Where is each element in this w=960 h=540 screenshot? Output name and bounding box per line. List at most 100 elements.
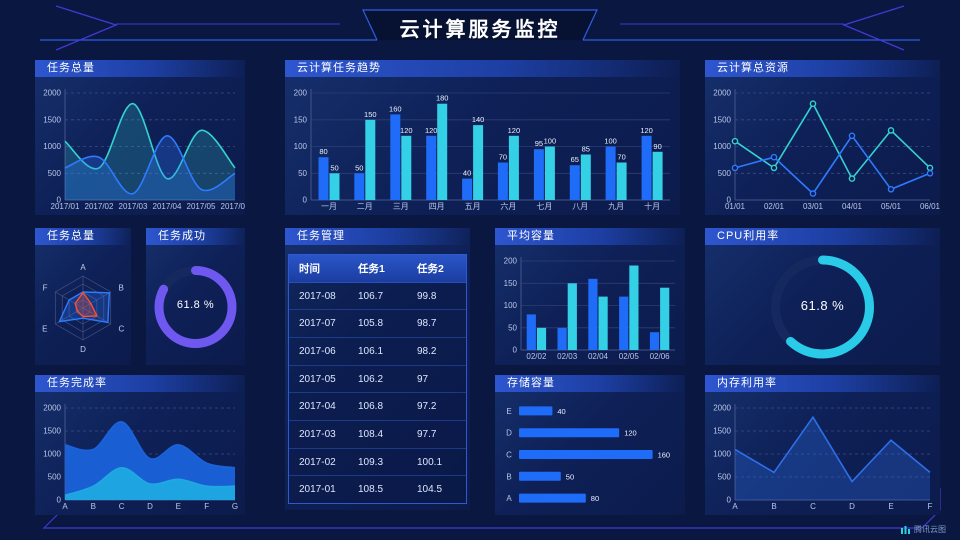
svg-text:100: 100 bbox=[544, 137, 557, 146]
table-cell: 2017-04 bbox=[299, 401, 336, 413]
total-resources-line-chart: 0 500 1000 1500 2000 01/01 02/01 03/01 04/01 05/0… bbox=[705, 77, 940, 215]
svg-text:B: B bbox=[119, 284, 124, 293]
svg-text:2017/03: 2017/03 bbox=[119, 202, 148, 211]
panel-title-cpu: CPU利用率 bbox=[705, 228, 940, 245]
svg-text:50: 50 bbox=[298, 169, 307, 178]
svg-text:2017/05: 2017/05 bbox=[187, 202, 216, 211]
svg-text:2017/04: 2017/04 bbox=[153, 202, 182, 211]
svg-text:D: D bbox=[849, 502, 855, 511]
svg-text:120: 120 bbox=[508, 126, 521, 135]
svg-text:120: 120 bbox=[640, 126, 653, 135]
panel-title-total-resources: 云计算总资源 bbox=[705, 60, 940, 77]
svg-text:0: 0 bbox=[727, 196, 732, 205]
task-success-value: 61.8 % bbox=[176, 299, 215, 311]
panel-memory: 内存利用率 0 500 1000 1500 2000 A B C D E F bbox=[705, 375, 940, 515]
table-cell: 97.2 bbox=[417, 401, 437, 413]
svg-text:100: 100 bbox=[504, 301, 518, 310]
vendor-logo-icon bbox=[901, 526, 910, 534]
panel-avg-capacity: 平均容量 0 50 100 150 200 02/02 02/03 02/04 02/05 02/… bbox=[495, 228, 685, 365]
svg-text:F: F bbox=[204, 502, 209, 511]
avg-capacity-bar-chart: 0 50 100 150 200 02/02 02/03 02/04 02/05 02/06 bbox=[495, 245, 685, 365]
svg-text:E: E bbox=[888, 502, 893, 511]
table-header-row: 时间 任务1 任务2 bbox=[289, 255, 466, 283]
svg-text:A: A bbox=[80, 263, 86, 272]
svg-text:120: 120 bbox=[425, 126, 438, 135]
svg-text:120: 120 bbox=[400, 126, 413, 135]
task-trend-bar-chart: 0 50 100 150 200 一月 二月 三月 四月 五月 六月 七月 八月 九月 十月 80 50 160 1… bbox=[285, 77, 680, 215]
svg-text:六月: 六月 bbox=[500, 201, 516, 211]
storage-hbar-chart: E 40 D 120 C 160 B 50 A 80 bbox=[495, 392, 685, 515]
panel-task-success: 任务成功 61.8 % bbox=[146, 228, 245, 365]
svg-text:C: C bbox=[506, 451, 512, 460]
panel-title-memory: 内存利用率 bbox=[705, 375, 940, 392]
svg-text:500: 500 bbox=[48, 169, 62, 178]
svg-text:40: 40 bbox=[557, 407, 565, 416]
svg-text:1500: 1500 bbox=[713, 115, 731, 124]
svg-text:85: 85 bbox=[582, 145, 590, 154]
svg-text:九月: 九月 bbox=[608, 202, 624, 211]
svg-text:02/04: 02/04 bbox=[588, 352, 609, 361]
table-row: 2017-08 106.7 99.8 bbox=[289, 283, 466, 311]
vendor-logo: 腾讯云图 bbox=[900, 524, 946, 535]
svg-text:05/01: 05/01 bbox=[881, 202, 902, 211]
table-cell: 98.7 bbox=[417, 318, 437, 330]
svg-text:100: 100 bbox=[604, 137, 617, 146]
svg-text:D: D bbox=[80, 345, 86, 354]
svg-text:2000: 2000 bbox=[43, 89, 61, 98]
table-row: 2017-02 109.3 100.1 bbox=[289, 449, 466, 477]
svg-text:十月: 十月 bbox=[644, 201, 660, 211]
svg-text:150: 150 bbox=[364, 110, 377, 119]
svg-text:C: C bbox=[119, 502, 125, 511]
table-cell: 98.2 bbox=[417, 345, 437, 357]
panel-completion: 任务完成率 0 500 1000 1500 2000 A B C D E F G bbox=[35, 375, 245, 515]
panel-storage: 存储容量 E 40 D 120 C 160 B 50 A 80 bbox=[495, 375, 685, 515]
svg-text:200: 200 bbox=[294, 89, 308, 98]
page-title: 云计算服务监控 bbox=[399, 19, 561, 41]
task-table: 时间 任务1 任务2 2017-08 106.7 99.8 2017-07 105.8 98.7… bbox=[288, 254, 467, 504]
svg-text:200: 200 bbox=[504, 257, 518, 266]
panel-cpu: CPU利用率 61.8 % bbox=[705, 228, 940, 365]
svg-text:0: 0 bbox=[57, 196, 62, 205]
table-cell: 106.7 bbox=[358, 290, 384, 302]
table-row: 2017-04 106.8 97.2 bbox=[289, 393, 466, 422]
svg-text:B: B bbox=[771, 502, 776, 511]
svg-text:2017/01: 2017/01 bbox=[51, 202, 80, 211]
svg-text:二月: 二月 bbox=[357, 202, 373, 211]
svg-text:F: F bbox=[43, 284, 48, 293]
svg-text:七月: 七月 bbox=[536, 202, 552, 211]
table-cell: 108.4 bbox=[358, 428, 384, 440]
svg-text:C: C bbox=[119, 325, 125, 334]
svg-text:八月: 八月 bbox=[572, 202, 588, 211]
svg-text:0: 0 bbox=[513, 346, 518, 355]
svg-text:2000: 2000 bbox=[713, 89, 731, 98]
svg-text:40: 40 bbox=[463, 169, 471, 178]
task-radar-chart: A B C D E F bbox=[35, 245, 131, 365]
svg-text:E: E bbox=[176, 502, 181, 511]
panel-title-task-success: 任务成功 bbox=[146, 228, 245, 245]
svg-text:D: D bbox=[506, 429, 512, 438]
panel-task-table: 任务管理 时间 任务1 任务2 2017-08 106.7 99.8 2017-07 105.… bbox=[285, 228, 470, 510]
svg-text:150: 150 bbox=[504, 279, 518, 288]
table-header-cell: 时间 bbox=[299, 262, 320, 275]
svg-text:80: 80 bbox=[591, 494, 599, 503]
table-cell: 2017-06 bbox=[299, 345, 336, 357]
cpu-donut-chart: 61.8 % bbox=[705, 245, 940, 365]
svg-text:A: A bbox=[506, 494, 512, 503]
table-cell: 106.8 bbox=[358, 401, 384, 413]
panel-task-total-line: 任务总量 0 500 1000 1500 2000 2017/01 2017/02 2017/… bbox=[35, 60, 250, 215]
svg-text:F: F bbox=[928, 502, 933, 511]
panel-total-resources: 云计算总资源 0 500 1000 1500 2000 01/01 02/01 03/01 04… bbox=[705, 60, 941, 215]
table-row: 2017-07 105.8 98.7 bbox=[289, 310, 466, 339]
panel-task-radar: 任务总量 A B C D E F bbox=[35, 228, 131, 365]
svg-text:500: 500 bbox=[718, 169, 732, 178]
table-cell: 2017-08 bbox=[299, 290, 336, 302]
table-cell: 2017-02 bbox=[299, 456, 336, 468]
svg-text:95: 95 bbox=[535, 139, 543, 148]
svg-text:04/01: 04/01 bbox=[842, 202, 863, 211]
svg-text:120: 120 bbox=[624, 429, 637, 438]
table-cell: 106.1 bbox=[358, 345, 384, 357]
svg-text:2017/06: 2017/06 bbox=[221, 202, 245, 211]
table-cell: 2017-07 bbox=[299, 318, 336, 330]
svg-text:100: 100 bbox=[294, 142, 308, 151]
